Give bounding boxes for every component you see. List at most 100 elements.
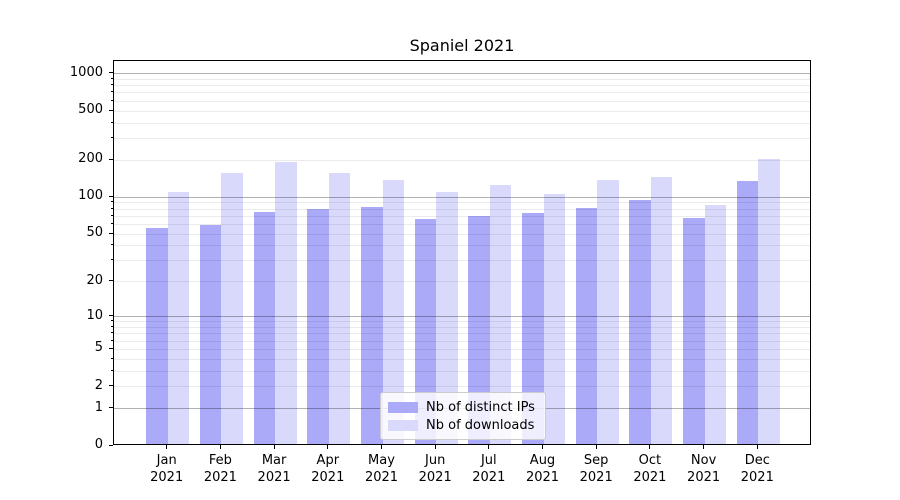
x-tick-label-month: Dec [744, 453, 770, 468]
gridline-minor [114, 208, 810, 210]
x-tick [488, 445, 490, 449]
bar-downloads-apr [328, 172, 351, 444]
legend-item-downloads: Nb of downloads [388, 416, 535, 434]
y-minor-tick [110, 357, 113, 359]
y-minor-tick [110, 222, 113, 224]
x-tick-label-month: Apr [316, 453, 340, 468]
y-minor-tick [110, 207, 113, 209]
y-minor-tick [110, 369, 113, 371]
y-tick-label: 1000 [69, 64, 103, 80]
gridline-minor [114, 122, 810, 124]
y-tick-label: 50 [86, 225, 103, 241]
x-tick-label: Dec 2021 [725, 453, 789, 486]
x-tick-label-year: 2021 [472, 469, 506, 485]
grid-layer [114, 61, 810, 444]
x-tick-label: Aug 2021 [511, 453, 575, 486]
y-minor-tick [110, 232, 113, 234]
y-minor-tick [110, 77, 113, 79]
y-tick [109, 407, 113, 409]
bar-downloads-mar [275, 162, 297, 444]
y-tick-label: 20 [86, 272, 103, 288]
y-minor-tick [110, 347, 113, 349]
x-tick-label-month: Sep [583, 453, 609, 468]
x-tick-label-year: 2021 [364, 469, 399, 485]
x-tick [219, 445, 221, 449]
legend: Nb of distinct IPs Nb of downloads [380, 392, 546, 440]
y-tick [109, 315, 113, 317]
x-tick-label-year: 2021 [203, 469, 237, 485]
gridline-minor [114, 321, 810, 323]
y-minor-tick [110, 121, 113, 123]
y-tick-label: 10 [86, 307, 103, 323]
x-tick-label: May 2021 [350, 453, 414, 486]
x-tick-label: Apr 2021 [296, 453, 360, 486]
x-tick-label-year: 2021 [257, 469, 291, 485]
x-tick-label: Mar 2021 [242, 453, 306, 486]
bar-distinct-ips-mar [253, 212, 276, 444]
bar-distinct-ips-may [361, 206, 383, 444]
legend-label-downloads: Nb of downloads [426, 417, 535, 433]
x-tick-label: Oct 2021 [618, 453, 682, 486]
bar-distinct-ips-jun [414, 219, 437, 444]
bar-downloads-nov [704, 204, 727, 444]
y-minor-tick [110, 244, 113, 246]
x-tick [273, 445, 275, 449]
x-tick-label-month: May [368, 453, 395, 468]
y-minor-tick [110, 201, 113, 203]
bar-downloads-aug [543, 194, 565, 444]
x-tick [649, 445, 651, 449]
y-tick-label: 5 [94, 340, 103, 356]
y-minor-tick [110, 320, 113, 322]
x-tick-label-month: Jan [156, 453, 177, 468]
x-tick [327, 445, 329, 449]
x-tick [703, 445, 705, 449]
x-tick-label: Sep 2021 [564, 453, 628, 486]
x-tick-label-year: 2021 [150, 469, 184, 485]
gridline-minor [114, 386, 810, 388]
x-tick-label-month: Jul [480, 453, 497, 468]
gridline-minor [114, 110, 810, 112]
gridline-minor [114, 85, 810, 87]
legend-swatch-downloads-icon [388, 419, 418, 431]
y-minor-tick [110, 259, 113, 261]
gridline-minor [114, 281, 810, 283]
gridline-minor [114, 78, 810, 80]
y-tick [109, 72, 113, 74]
y-minor-tick [110, 326, 113, 328]
chart-title: Spaniel 2021 [409, 36, 515, 55]
gridline-minor [114, 327, 810, 329]
y-minor-tick [110, 280, 113, 282]
y-tick-label: 100 [78, 188, 103, 204]
gridline-minor [114, 223, 810, 225]
bar-downloads-oct [650, 176, 673, 444]
legend-item-distinct-ips: Nb of distinct IPs [388, 398, 535, 416]
x-tick-label-month: Mar [261, 453, 287, 468]
bar-distinct-ips-sep [575, 207, 598, 444]
gridline-minor [114, 370, 810, 372]
bar-downloads-dec [758, 159, 780, 444]
y-minor-tick [110, 339, 113, 341]
x-tick [756, 445, 758, 449]
bar-distinct-ips-dec [736, 180, 759, 444]
y-minor-tick [110, 385, 113, 387]
x-tick-label: Jan 2021 [135, 453, 199, 486]
gridline-minor [114, 358, 810, 360]
y-tick [109, 195, 113, 197]
x-tick-label: Jun 2021 [403, 453, 467, 486]
gridline-minor [114, 159, 810, 161]
x-tick-label-year: 2021 [579, 469, 613, 485]
y-tick-label: 500 [78, 102, 103, 117]
gridline-major [114, 316, 810, 318]
x-tick-label-year: 2021 [740, 469, 774, 485]
gridline-minor [114, 333, 810, 335]
x-tick-label: Jul 2021 [457, 453, 521, 486]
bar-downloads-may [382, 179, 404, 444]
legend-swatch-distinct-ips-icon [388, 401, 418, 413]
x-tick [542, 445, 543, 449]
gridline-minor [114, 340, 810, 342]
x-tick-label-month: Jun [425, 453, 446, 468]
gridline-major [114, 196, 810, 198]
x-tick [381, 445, 382, 449]
y-tick [109, 444, 113, 446]
